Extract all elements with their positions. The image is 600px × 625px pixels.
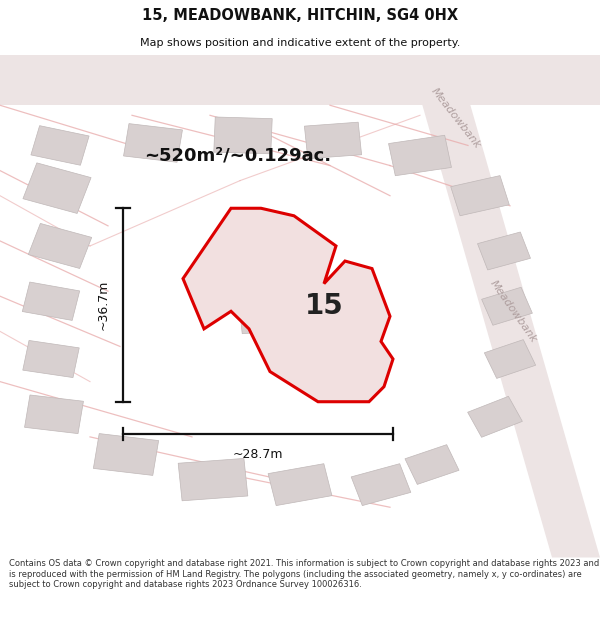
Polygon shape: [94, 434, 158, 476]
Text: ~520m²/~0.129ac.: ~520m²/~0.129ac.: [144, 146, 331, 164]
Text: 15, MEADOWBANK, HITCHIN, SG4 0HX: 15, MEADOWBANK, HITCHIN, SG4 0HX: [142, 8, 458, 23]
Polygon shape: [178, 458, 248, 501]
Polygon shape: [484, 339, 536, 378]
Polygon shape: [214, 117, 272, 154]
Polygon shape: [0, 55, 600, 105]
Polygon shape: [478, 232, 530, 270]
Text: Contains OS data © Crown copyright and database right 2021. This information is : Contains OS data © Crown copyright and d…: [9, 559, 599, 589]
Polygon shape: [304, 122, 362, 159]
Text: ~36.7m: ~36.7m: [97, 280, 110, 330]
Polygon shape: [268, 464, 332, 506]
Polygon shape: [22, 282, 80, 321]
Polygon shape: [28, 223, 92, 269]
Text: 15: 15: [305, 292, 343, 320]
Polygon shape: [183, 208, 393, 402]
Polygon shape: [25, 395, 83, 434]
Polygon shape: [408, 55, 600, 558]
Text: ~28.7m: ~28.7m: [233, 449, 283, 461]
Polygon shape: [482, 288, 532, 325]
Polygon shape: [351, 464, 411, 506]
Polygon shape: [124, 124, 182, 162]
Polygon shape: [467, 396, 523, 437]
Text: Map shows position and indicative extent of the property.: Map shows position and indicative extent…: [140, 38, 460, 48]
Polygon shape: [238, 289, 308, 334]
Text: Meadowbank: Meadowbank: [430, 86, 482, 150]
Polygon shape: [23, 341, 79, 377]
Polygon shape: [405, 444, 459, 484]
Text: Meadowbank: Meadowbank: [488, 278, 538, 344]
Polygon shape: [23, 163, 91, 214]
Polygon shape: [389, 135, 451, 176]
Polygon shape: [451, 176, 509, 216]
Polygon shape: [31, 126, 89, 165]
